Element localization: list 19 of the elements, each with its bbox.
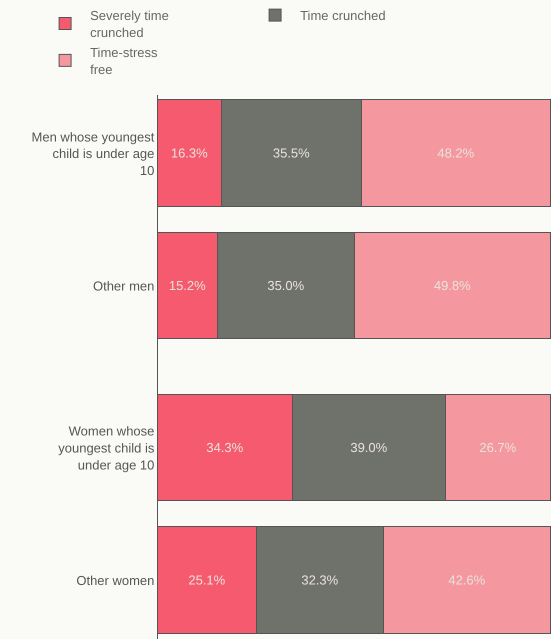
legend-label: Severely time crunched — [90, 8, 169, 40]
data-label: 39.0% — [350, 440, 388, 455]
data-label: 26.7% — [479, 440, 517, 455]
data-label: 49.8% — [434, 278, 472, 293]
data-label: 42.6% — [448, 572, 486, 588]
legend-label: Time crunched — [300, 8, 386, 24]
y-tick-label: Other men — [92, 278, 154, 294]
data-label: 35.5% — [272, 146, 310, 160]
data-label: 48.2% — [437, 146, 475, 160]
data-label: 16.3% — [170, 146, 208, 160]
data-label: 25.1% — [188, 572, 226, 588]
data-label: 15.2% — [168, 278, 206, 293]
data-label: 34.3% — [206, 440, 244, 455]
y-tick-label: Other women — [76, 572, 154, 588]
y-tick-label: Men whose youngest child is under age 10 — [32, 129, 155, 178]
data-label: 32.3% — [301, 572, 339, 588]
legend-label: Time-stress free — [90, 44, 158, 77]
data-label: 35.0% — [267, 278, 305, 293]
y-tick-label: Women whose youngest child is under age 10 — [58, 424, 155, 473]
